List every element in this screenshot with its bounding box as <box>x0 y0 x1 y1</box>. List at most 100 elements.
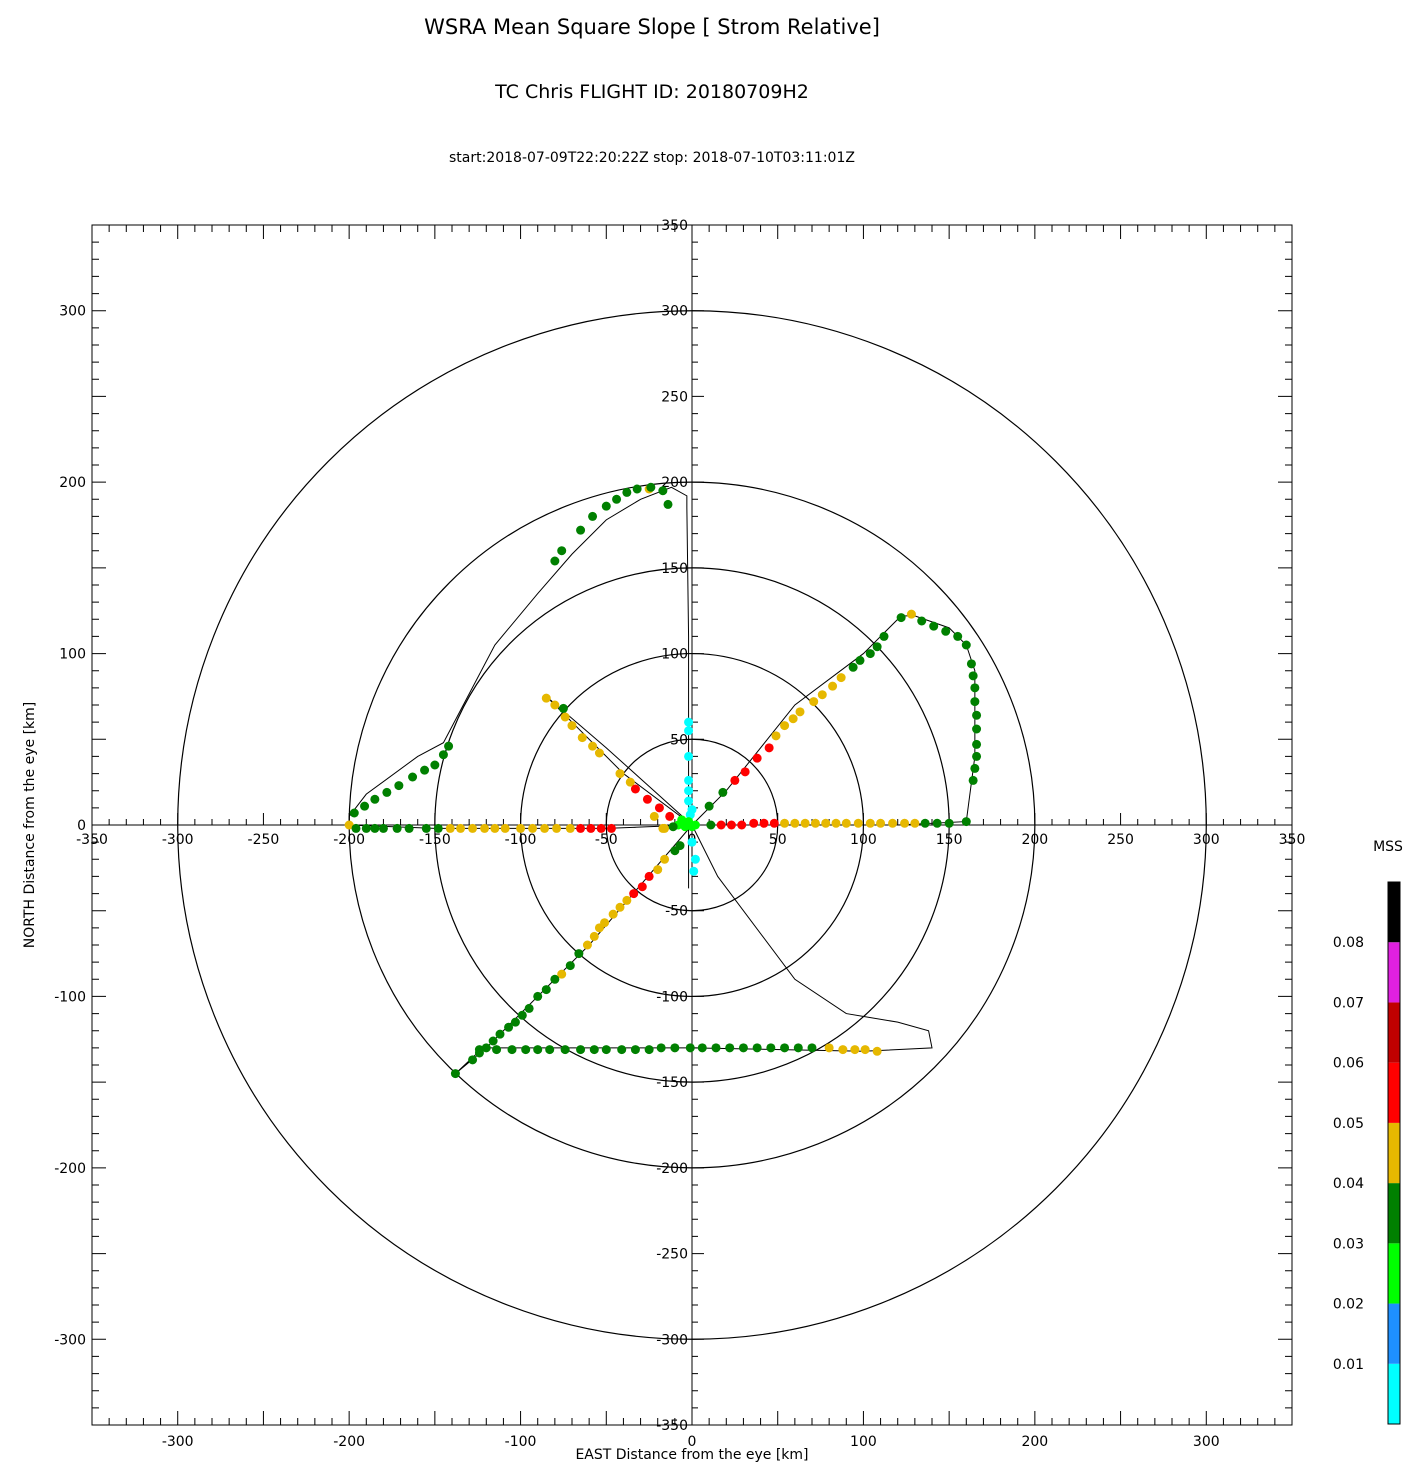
mss-point <box>550 974 560 984</box>
mss-point <box>920 818 930 828</box>
mss-point <box>533 1045 543 1055</box>
mss-point <box>780 721 790 731</box>
mss-point <box>615 769 625 779</box>
x-axis-tick-label: 300 <box>1193 832 1220 848</box>
bottom-tick-label: -300 <box>162 1434 194 1450</box>
colorbar-title: MSS <box>1373 839 1403 855</box>
mss-point <box>961 640 971 650</box>
y-axis-tick-label: 250 <box>661 389 688 405</box>
mss-point <box>689 866 699 876</box>
x-axis-tick-label: -50 <box>595 832 618 848</box>
mss-point <box>970 683 980 693</box>
colorbar-label: 0.07 <box>1333 995 1364 1011</box>
mss-point <box>876 818 886 828</box>
mss-point <box>725 1043 735 1053</box>
mss-point <box>521 1045 531 1055</box>
mss-point <box>404 823 414 833</box>
mss-point <box>684 796 694 806</box>
mss-point <box>697 1043 707 1053</box>
y-axis-tick-label: 50 <box>670 732 688 748</box>
mss-point <box>888 818 898 828</box>
mss-point <box>759 818 769 828</box>
mss-points <box>344 482 982 1079</box>
mss-point <box>392 823 402 833</box>
mss-point <box>906 609 916 619</box>
mss-point <box>944 818 954 828</box>
mss-point <box>764 743 774 753</box>
mss-point <box>445 823 455 833</box>
mss-point <box>684 775 694 785</box>
mss-point <box>594 923 604 933</box>
mss-point <box>658 823 668 833</box>
mss-point <box>865 818 875 828</box>
mss-point <box>972 739 982 749</box>
mss-point <box>972 710 982 720</box>
y-axis-tick-label: -100 <box>656 989 688 1005</box>
mss-point <box>615 902 625 912</box>
mss-point <box>766 1043 776 1053</box>
mss-point <box>690 820 700 830</box>
mss-point <box>654 803 664 813</box>
x-axis-tick-label: -300 <box>162 832 194 848</box>
mss-point <box>896 613 906 623</box>
mss-point <box>684 786 694 796</box>
mss-point <box>685 810 695 820</box>
mss-point <box>632 484 642 494</box>
mss-point <box>668 822 678 832</box>
left-tick-label: -200 <box>54 1161 86 1177</box>
mss-point <box>828 681 838 691</box>
mss-point <box>810 818 820 828</box>
mss-point <box>780 1043 790 1053</box>
mss-point <box>606 823 616 833</box>
colorbar <box>1387 881 1401 1425</box>
colorbar-label: 0.02 <box>1333 1297 1364 1313</box>
mss-point <box>738 1043 748 1053</box>
x-axis-tick-label: 100 <box>850 832 877 848</box>
mss-point <box>560 1045 570 1055</box>
mss-point <box>850 1045 860 1055</box>
mss-point <box>865 649 875 659</box>
mss-point <box>622 895 632 905</box>
mss-point <box>495 1029 505 1039</box>
colorbar-label: 0.03 <box>1333 1236 1364 1252</box>
chart-subtitle: TC Chris FLIGHT ID: 20180709H2 <box>494 81 809 103</box>
mss-point <box>917 616 927 626</box>
mss-point <box>378 823 388 833</box>
colorbar-segment <box>1388 1243 1400 1304</box>
mss-point <box>793 1043 803 1053</box>
frame-ticks <box>91 224 1293 1426</box>
mss-point <box>360 801 370 811</box>
mss-point <box>349 808 359 818</box>
chart-title: WSRA Mean Square Slope [ Strom Relative] <box>424 15 880 39</box>
mss-point <box>831 818 841 828</box>
mss-point <box>726 820 736 830</box>
colorbar-segment <box>1388 1122 1400 1184</box>
mss-point <box>663 499 673 509</box>
mss-point <box>517 1010 527 1020</box>
mss-point <box>704 801 714 811</box>
mss-point <box>910 818 920 828</box>
mss-point <box>565 823 575 833</box>
mss-point <box>961 817 971 827</box>
y-axis-tick-label: -350 <box>656 1418 688 1434</box>
mss-point <box>524 1003 534 1013</box>
mss-point <box>838 1045 848 1055</box>
mss-point <box>685 1043 695 1053</box>
mss-point <box>528 823 538 833</box>
mss-point <box>795 707 805 717</box>
colorbar-labels: 0.08 0.07 0.06 0.05 0.04 0.03 0.02 0.01 <box>1333 935 1364 1373</box>
mss-point <box>646 482 656 492</box>
mss-point <box>809 697 819 707</box>
mss-point <box>972 724 982 734</box>
mss-point <box>557 546 567 556</box>
colorbar-label: 0.01 <box>1333 1357 1364 1373</box>
left-tick-label: 200 <box>59 475 86 491</box>
mss-point <box>737 820 747 830</box>
mss-point <box>444 741 454 751</box>
x-axis-tick-label: 350 <box>1279 832 1306 848</box>
mss-point <box>740 767 750 777</box>
mss-point <box>637 882 647 892</box>
mss-point <box>516 823 526 833</box>
mss-point <box>450 1069 460 1079</box>
